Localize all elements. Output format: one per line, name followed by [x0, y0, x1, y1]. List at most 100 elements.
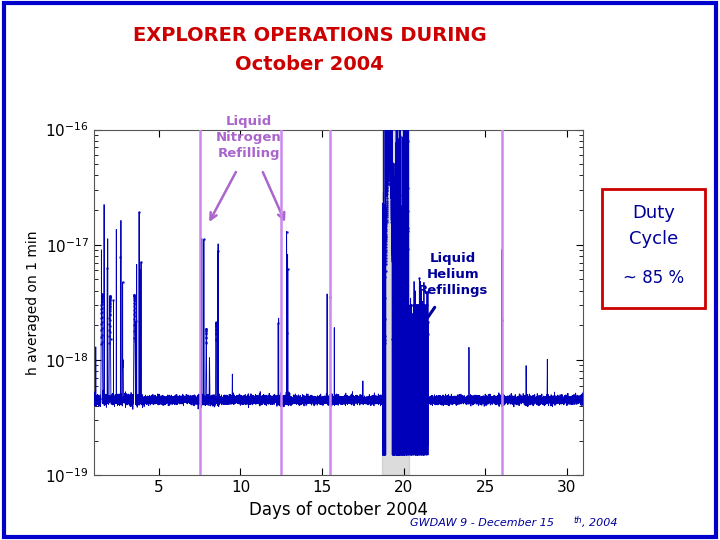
Point [410, 301, 421, 309]
Point [420, 325, 431, 334]
Point [402, 224, 414, 232]
Point [210, 329, 222, 338]
Point [402, 329, 413, 338]
Point [382, 176, 393, 185]
Point [381, 225, 392, 233]
Point [390, 280, 402, 288]
Point [384, 162, 395, 171]
Point [400, 316, 412, 325]
Point [385, 190, 397, 199]
Point [387, 251, 398, 259]
Point [129, 330, 140, 339]
Point [410, 301, 421, 309]
Point [383, 160, 395, 168]
Point [400, 281, 411, 289]
Point [379, 272, 390, 281]
Point [402, 264, 413, 272]
Point [402, 333, 413, 341]
Point [104, 339, 115, 348]
Point [401, 183, 413, 191]
Point [384, 165, 395, 173]
Point [378, 289, 390, 298]
Point [399, 204, 410, 213]
Point [96, 293, 107, 301]
Point [210, 319, 222, 328]
Point [104, 296, 115, 305]
Point [96, 295, 107, 303]
Point [198, 235, 210, 244]
Point [400, 338, 412, 346]
Text: Liquid
Helium
Refillings: Liquid Helium Refillings [418, 252, 488, 298]
Point [385, 211, 397, 219]
Point [390, 272, 402, 280]
Point [281, 227, 292, 236]
Point [104, 311, 116, 320]
Point [385, 202, 397, 211]
Point [414, 313, 426, 321]
Point [381, 220, 392, 228]
Point [383, 160, 395, 168]
Point [104, 299, 115, 307]
Point [386, 222, 397, 231]
Point [399, 211, 410, 220]
Point [402, 227, 413, 235]
Point [382, 21, 393, 30]
Point [400, 240, 412, 248]
Point [389, 332, 400, 340]
Point [397, 329, 409, 338]
Point [385, 197, 397, 206]
Point [382, 185, 393, 194]
Point [130, 317, 141, 326]
Point [398, 187, 410, 196]
Point [95, 340, 107, 348]
Point [104, 321, 116, 330]
Point [397, 291, 409, 299]
Point [412, 333, 423, 341]
Point [409, 336, 420, 345]
Point [128, 310, 140, 319]
Point [381, 207, 392, 215]
Point [397, 272, 409, 280]
Point [104, 292, 116, 301]
Point [201, 330, 212, 339]
Point [96, 303, 108, 312]
Point [410, 301, 422, 309]
Point [201, 339, 212, 348]
Point [399, 287, 410, 295]
Point [397, 89, 409, 97]
Point [420, 310, 431, 319]
Point [382, 183, 393, 191]
Point [404, 302, 415, 310]
Point [96, 330, 108, 339]
Point [387, 233, 398, 242]
Point [383, 163, 395, 171]
Point [387, 248, 398, 256]
Point [96, 300, 108, 308]
Point [378, 235, 390, 244]
Point [129, 312, 140, 321]
Point [406, 338, 418, 347]
Point [379, 293, 391, 302]
Point [382, 178, 393, 187]
Point [382, 190, 393, 199]
Point [387, 335, 398, 343]
Point [385, 208, 397, 217]
Point [382, 193, 393, 202]
Point [390, 242, 401, 251]
Point [378, 245, 390, 253]
Point [400, 286, 411, 295]
Point [392, 251, 403, 260]
Point [394, 334, 405, 343]
Point [419, 334, 431, 342]
Point [384, 183, 396, 191]
Point [96, 323, 108, 332]
Point [391, 326, 402, 335]
Point [325, 293, 336, 302]
Point [129, 291, 140, 299]
Point [96, 291, 107, 299]
Point [395, 292, 407, 301]
Point [382, 171, 394, 179]
Point [104, 297, 116, 306]
Point [384, 171, 396, 180]
Text: October 2004: October 2004 [235, 55, 384, 75]
